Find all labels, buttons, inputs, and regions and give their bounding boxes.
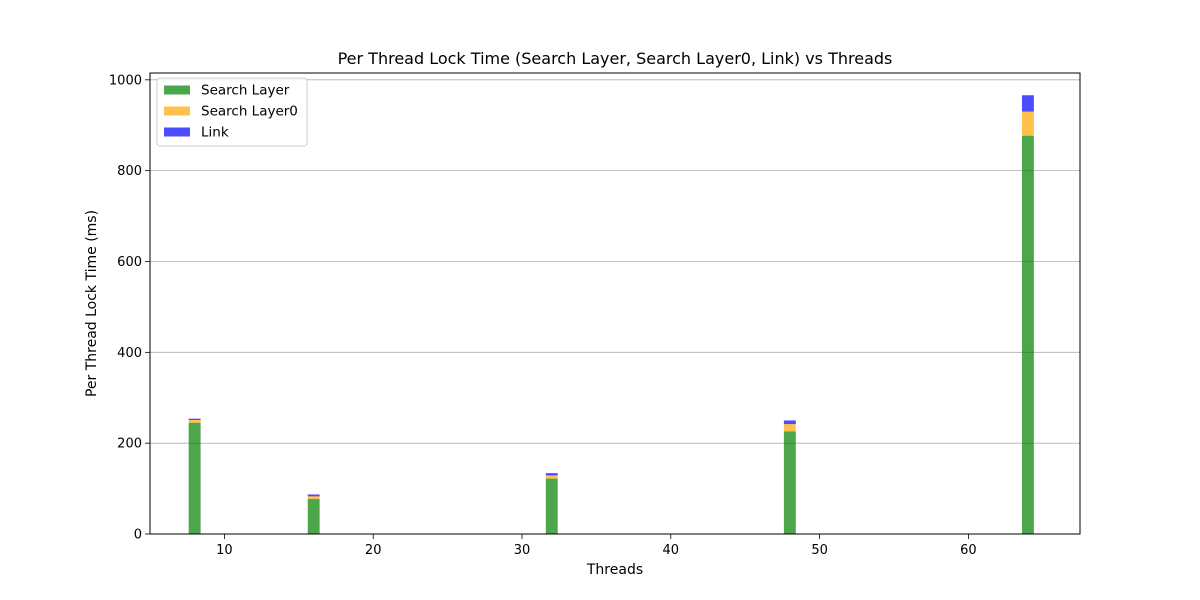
bar-link-8	[188, 418, 201, 420]
plot-frame	[149, 72, 1081, 535]
x-tick-label-40: 40	[663, 543, 680, 558]
legend-swatch-1	[164, 106, 190, 116]
x-tick-label-30: 30	[514, 543, 531, 558]
x-axis-label: Threads	[586, 562, 643, 578]
legend-label-2: Link	[201, 125, 229, 141]
y-tick-label-0: 0	[134, 528, 142, 543]
legend-label-1: Search Layer0	[201, 104, 298, 120]
bar-link-32	[545, 473, 558, 476]
y-axis: 0 200 400 600 800 1000	[109, 73, 150, 543]
y-tick-label-200: 200	[117, 437, 142, 452]
bar-link-16	[307, 494, 320, 497]
y-axis-label: Per Thread Lock Time (ms)	[84, 210, 100, 397]
bar-search-layer-32	[545, 478, 558, 534]
bar-search-layer-16	[307, 499, 320, 534]
y-tick-label-1000: 1000	[109, 73, 142, 88]
x-tick-label-10: 10	[216, 543, 233, 558]
x-tick-label-20: 20	[365, 543, 382, 558]
bar-search-layer0-8	[188, 419, 201, 423]
bar-link-48	[783, 420, 796, 425]
bars	[188, 95, 1034, 534]
bar-search-layer0-16	[307, 496, 320, 500]
bar-search-layer-8	[188, 422, 201, 534]
x-tick-label-50: 50	[811, 543, 828, 558]
chart-title: Per Thread Lock Time (Search Layer, Sear…	[338, 49, 893, 68]
bar-search-layer-64	[1021, 135, 1034, 534]
legend: Search Layer Search Layer0 Link	[156, 77, 308, 147]
bar-search-layer-48	[783, 431, 796, 534]
bar-search-layer0-64	[1021, 111, 1034, 136]
x-tick-label-60: 60	[960, 543, 977, 558]
y-tick-label-400: 400	[117, 346, 142, 361]
legend-label-0: Search Layer	[201, 83, 290, 99]
x-axis: 10 20 30 40 50 60	[216, 534, 977, 558]
y-tick-label-800: 800	[117, 164, 142, 179]
grid-lines	[150, 79, 1080, 535]
legend-swatch-0	[164, 85, 190, 95]
bar-search-layer0-32	[545, 475, 558, 479]
y-tick-label-600: 600	[117, 255, 142, 270]
legend-box	[156, 77, 308, 147]
bar-search-layer0-48	[783, 424, 796, 432]
bar-link-64	[1021, 95, 1034, 112]
legend-swatch-2	[164, 127, 190, 137]
